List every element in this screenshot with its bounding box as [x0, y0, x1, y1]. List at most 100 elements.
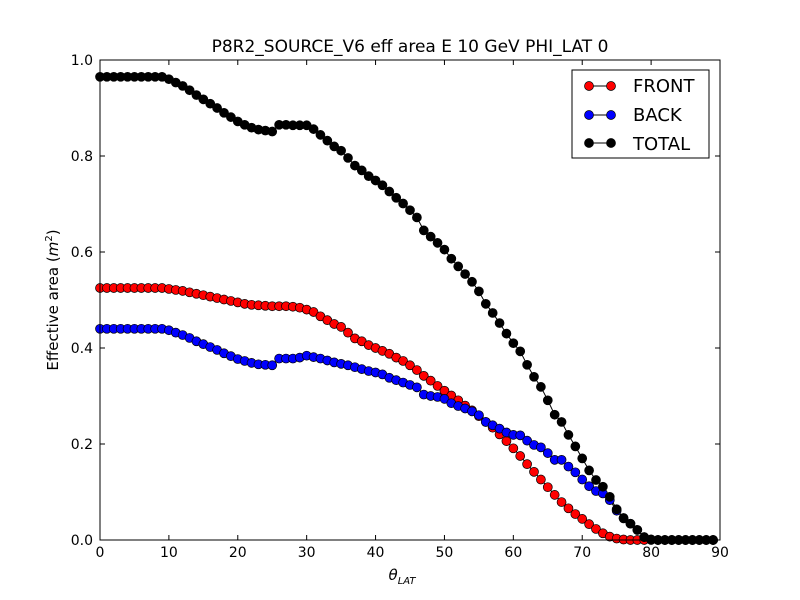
front-data-point [412, 365, 422, 375]
total-data-point [522, 359, 532, 370]
legend-back-label: BACK [633, 105, 683, 126]
total-data-point [205, 98, 216, 109]
back-data-point [439, 394, 450, 404]
total-data-point [425, 231, 436, 242]
total-data-point [184, 85, 195, 96]
front-data-point [556, 497, 567, 507]
y-axis-label: Effective area (m2) [44, 229, 62, 370]
total-data-point [356, 165, 367, 176]
x-tick-label: 60 [504, 545, 522, 561]
y-tick-label: 0.0 [71, 533, 93, 549]
front-data-point [577, 514, 588, 524]
legend: FRONT BACK TOTAL [571, 69, 710, 159]
total-data-point [384, 186, 395, 197]
total-data-point [439, 244, 450, 255]
total-data-point [536, 382, 546, 392]
total-data-point [570, 441, 581, 452]
total-data-point [453, 261, 464, 272]
legend-total-label: TOTAL [632, 134, 690, 155]
total-data-point [487, 308, 498, 318]
total-data-point [604, 491, 615, 502]
axis-ticks: 0 10 20 30 40 50 60 70 80 90 0.0 0.2 0.4 0.6 0.8 1.0 [71, 53, 729, 561]
front-data-point [418, 370, 429, 381]
total-data-point [322, 135, 333, 146]
total-data-point [549, 409, 560, 420]
front-data-point [336, 322, 346, 332]
front-data-point [308, 307, 319, 317]
front-data-point [405, 360, 415, 371]
back-data-point [536, 442, 546, 453]
back-data-point [515, 430, 526, 441]
total-data-point [418, 225, 429, 236]
total-data-point [625, 518, 636, 529]
front-data-point [432, 381, 443, 391]
total-data-point [480, 298, 491, 309]
back-data-point [570, 467, 581, 478]
total-data-point [177, 81, 188, 91]
x-axis-label: θLAT [389, 566, 417, 587]
back-data-point [577, 474, 588, 485]
total-data-point [267, 126, 278, 137]
y-tick-label: 0.6 [71, 245, 93, 261]
front-data-point [515, 451, 526, 461]
total-data-point [336, 145, 346, 156]
legend-back-marker [584, 110, 594, 120]
front-data-point [501, 436, 512, 446]
front-data-point [343, 327, 353, 338]
back-data-point [522, 435, 532, 446]
total-data-point [363, 171, 374, 182]
total-data-point [591, 475, 601, 485]
total-data-point [577, 453, 588, 464]
y-tick-label: 0.8 [71, 149, 93, 165]
total-data-point [343, 153, 353, 163]
total-data-point [446, 253, 457, 264]
total-data-point [501, 328, 512, 339]
front-data-point [549, 490, 560, 500]
total-data-point [226, 112, 236, 122]
total-data-point [474, 286, 484, 297]
total-data-point [198, 94, 209, 105]
total-data-point [391, 192, 402, 203]
x-tick-label: 50 [436, 545, 454, 561]
front-data-point [591, 524, 601, 534]
x-tick-label: 70 [573, 545, 591, 561]
total-data-point [584, 465, 594, 476]
x-tick-label: 90 [711, 545, 729, 561]
total-data-point [598, 481, 608, 492]
x-tick-label: 80 [642, 545, 660, 561]
total-data-point [219, 107, 229, 118]
back-data-point [474, 410, 484, 421]
back-data-point [563, 461, 574, 472]
x-tick-label: 40 [367, 545, 385, 561]
back-data-point [412, 382, 422, 393]
legend-back-marker-end [606, 110, 616, 120]
back-data-point [584, 481, 594, 492]
y-tick-label: 1.0 [71, 53, 93, 69]
front-data-point [398, 356, 408, 366]
total-data-point [632, 525, 643, 535]
plot-frame [99, 59, 721, 541]
chart-title: P8R2_SOURCE_V6 eff area E 10 GeV PHI_LAT… [212, 37, 609, 57]
total-data-point [460, 269, 470, 279]
total-data-point [308, 124, 319, 134]
total-data-point [398, 198, 408, 209]
legend-front-label: FRONT [633, 76, 695, 97]
total-data-point [515, 346, 526, 357]
back-data-point [542, 448, 553, 458]
front-data-point [508, 443, 519, 454]
legend-front-marker-end [606, 81, 616, 91]
total-data-point [508, 338, 519, 349]
front-data-point [542, 482, 553, 493]
total-data-point [377, 180, 388, 191]
series-markers [95, 71, 718, 545]
front-data-point [584, 519, 594, 530]
total-data-point [529, 371, 539, 382]
front-data-point [536, 474, 546, 485]
back-data-point [267, 360, 278, 371]
back-data-point [556, 454, 567, 465]
front-data-point [570, 509, 581, 519]
x-tick-label: 0 [96, 545, 105, 561]
total-data-point [467, 276, 477, 287]
legend-total-marker-end [606, 138, 616, 148]
front-data-point [425, 375, 436, 386]
